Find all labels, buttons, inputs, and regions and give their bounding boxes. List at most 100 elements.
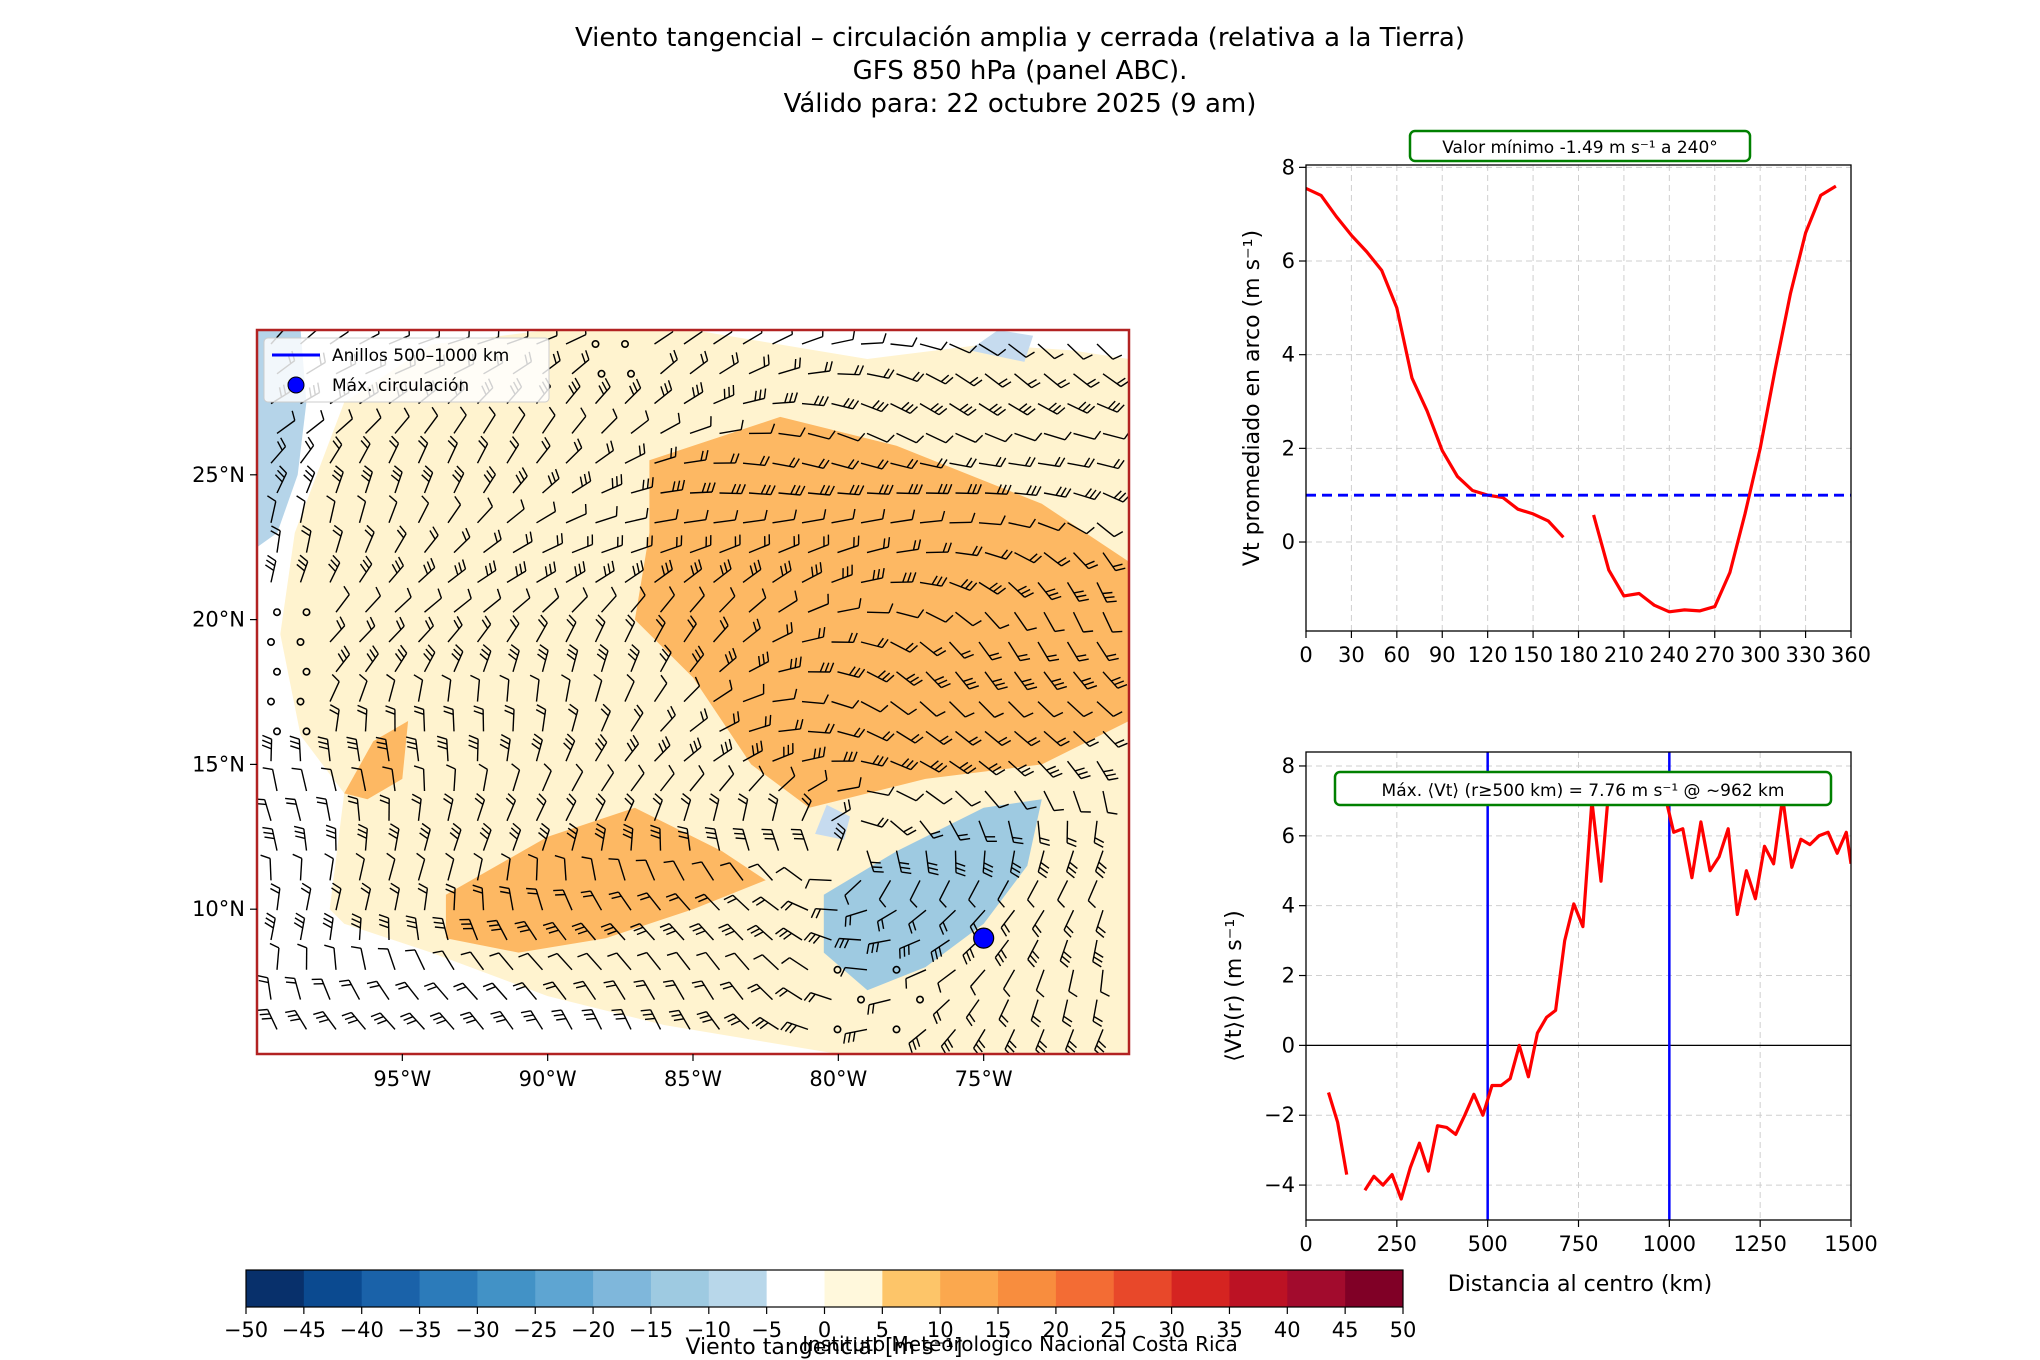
legend-entry-rings: Anillos 500–1000 km (332, 346, 509, 366)
barb-staff (364, 709, 368, 732)
wind-barb (400, 1012, 426, 1030)
barb-staff (810, 932, 832, 941)
colorbar-cell (1287, 1270, 1346, 1307)
barb-flag (1116, 377, 1126, 385)
barb-flag (296, 495, 306, 502)
barb-staff (919, 519, 942, 524)
barb-staff (321, 978, 331, 1000)
barb-flag (834, 938, 840, 948)
barb-flag (552, 501, 557, 512)
barb-flag (325, 824, 336, 830)
wind-barb (379, 794, 390, 821)
barb-flag (1027, 899, 1035, 908)
barb-flag (646, 478, 650, 489)
barb-staff (600, 595, 617, 613)
wind-barb (600, 586, 617, 613)
barb-staff (423, 888, 429, 911)
barb-flag (818, 747, 821, 758)
barb-staff (571, 543, 593, 554)
barb-flag (482, 822, 492, 831)
barb-flag (483, 474, 491, 484)
barb-flag (573, 980, 584, 985)
barb-flag (738, 793, 748, 800)
barb-staff (1037, 820, 1041, 843)
barb-staff (757, 863, 774, 881)
map-x-ticks: 95°W 90°W 85°W 80°W 75°W (373, 1054, 1013, 1091)
barb-flag (673, 349, 678, 360)
barb-flag (632, 734, 640, 745)
barb-flag (504, 709, 515, 715)
barb-flag (852, 400, 860, 410)
barb-flag (527, 892, 538, 895)
barb-flag (701, 482, 707, 493)
barb-flag (1083, 711, 1093, 718)
barb-flag (1049, 769, 1060, 775)
barb-staff (955, 551, 978, 557)
barb-flag (526, 1018, 537, 1022)
wind-barb (978, 641, 1002, 661)
barb-flag (1094, 837, 1105, 844)
barb-staff (860, 342, 884, 345)
wind-barb (748, 588, 767, 613)
wind-barb (662, 979, 685, 1000)
wind-barb (293, 912, 306, 941)
barb-staff (388, 859, 396, 881)
wind-barb (1072, 671, 1098, 690)
wind-barb (257, 1008, 278, 1030)
barb-staff (1037, 462, 1060, 468)
barb-flag (1024, 592, 1034, 598)
barb-flag (581, 856, 592, 860)
barb-staff (713, 568, 732, 583)
barb-flag (858, 485, 865, 495)
wind-barb (460, 951, 485, 971)
barb-flag (453, 982, 464, 988)
barb-flag (395, 620, 402, 630)
barb-flag (705, 831, 716, 835)
calm-circle (302, 608, 311, 617)
barb-flag (1030, 740, 1041, 747)
barb-flag (1089, 489, 1097, 499)
barb-flag (732, 828, 743, 831)
barb-flag (1112, 630, 1123, 633)
wind-barb (689, 482, 716, 494)
barb-staff (761, 954, 779, 971)
barb-flag (1067, 866, 1077, 874)
colorbar-cell (1055, 1270, 1115, 1307)
barb-flag (554, 587, 560, 598)
barb-staff (453, 414, 467, 434)
wind-barb (801, 627, 826, 643)
wind-barb (1035, 1029, 1048, 1054)
barb-staff (595, 570, 615, 583)
barb-flag (437, 740, 448, 745)
barb-flag (902, 572, 907, 583)
barb-flag (1034, 924, 1042, 934)
barb-staff (601, 483, 622, 494)
wind-barb (807, 430, 836, 440)
barb-flag (858, 365, 865, 375)
wind-barb (346, 736, 361, 762)
wind-barb (719, 711, 740, 733)
barb-staff (689, 425, 712, 435)
wind-barb (388, 435, 400, 464)
wind-barb (1092, 939, 1104, 968)
wind-barb (753, 954, 779, 971)
barb-flag (1065, 925, 1074, 934)
barb-flag (488, 465, 496, 475)
barb-flag (1086, 378, 1096, 385)
wind-barb (601, 474, 623, 494)
wind-barb (482, 465, 496, 494)
barb-flag (586, 1017, 597, 1021)
barb-flag (1084, 681, 1095, 686)
barb-flag (418, 440, 427, 449)
barb-flag (1094, 490, 1102, 500)
barb-flag (994, 712, 1004, 718)
barb-staff (837, 671, 859, 678)
barb-staff (866, 373, 889, 379)
barb-flag (669, 353, 675, 363)
barb-flag (638, 764, 645, 774)
barb-staff (748, 492, 771, 496)
wind-barb (860, 755, 889, 767)
barb-staff (1008, 343, 1027, 358)
barb-flag (900, 866, 911, 870)
barb-flag (538, 648, 548, 656)
